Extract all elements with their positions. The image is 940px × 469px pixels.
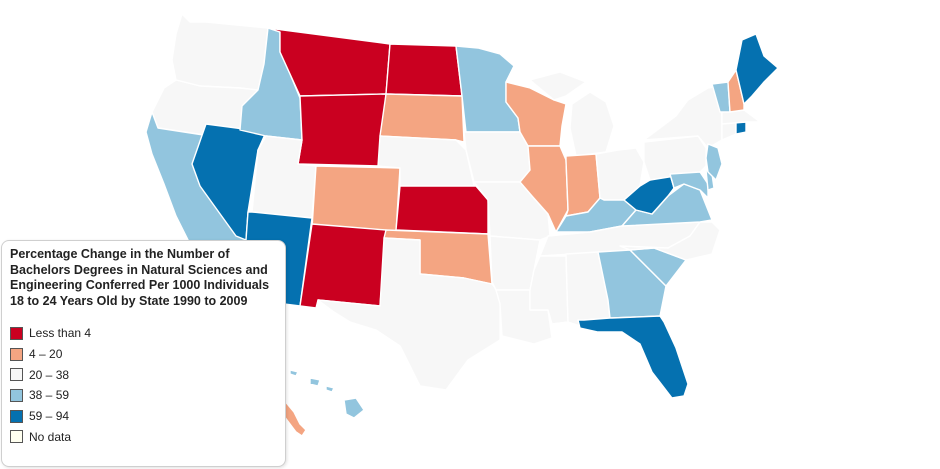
- legend-item[interactable]: 38 – 59: [10, 385, 277, 406]
- state-kansas[interactable]: [395, 185, 489, 235]
- state-washington[interactable]: [171, 13, 269, 91]
- state-north-carolina[interactable]: [619, 221, 721, 261]
- state-new-jersey[interactable]: [705, 143, 723, 181]
- state-maine[interactable]: [735, 33, 779, 105]
- state-connecticut[interactable]: [721, 121, 737, 141]
- legend-swatch: [10, 368, 23, 382]
- state-new-hampshire[interactable]: [727, 69, 745, 113]
- state-illinois[interactable]: [519, 145, 569, 233]
- state-texas[interactable]: [317, 237, 501, 391]
- state-maryland[interactable]: [669, 171, 709, 199]
- legend-items: Less than 4 4 – 20 20 – 38 38 – 59 59 – 94 No…: [10, 323, 277, 447]
- legend-item[interactable]: No data: [10, 426, 277, 447]
- legend-swatch: [10, 388, 23, 402]
- legend-label: 4 – 20: [29, 347, 63, 362]
- legend-label: Less than 4: [29, 326, 92, 341]
- state-michigan[interactable]: [529, 71, 615, 157]
- state-iowa[interactable]: [463, 131, 531, 183]
- state-colorado[interactable]: [311, 165, 401, 233]
- map-legend: Percentage Change in the Number of Bache…: [1, 240, 286, 467]
- legend-swatch: [10, 326, 23, 340]
- legend-swatch: [10, 347, 23, 361]
- legend-label: 59 – 94: [29, 409, 70, 424]
- state-florida[interactable]: [577, 315, 689, 399]
- state-new-mexico[interactable]: [299, 223, 387, 309]
- legend-title: Percentage Change in the Number of Bache…: [10, 247, 270, 308]
- legend-item[interactable]: 59 – 94: [10, 406, 277, 427]
- legend-swatch: [10, 430, 23, 444]
- state-wyoming[interactable]: [297, 93, 387, 167]
- state-hawaii[interactable]: [289, 369, 365, 419]
- legend-label: No data: [29, 429, 72, 444]
- state-south-dakota[interactable]: [379, 93, 465, 143]
- legend-swatch: [10, 409, 23, 423]
- legend-label: 38 – 59: [29, 388, 70, 403]
- state-alaska[interactable]: [283, 399, 307, 437]
- state-north-dakota[interactable]: [385, 43, 463, 97]
- legend-item[interactable]: 20 – 38: [10, 364, 277, 385]
- legend-item[interactable]: Less than 4: [10, 323, 277, 344]
- state-rhode-island[interactable]: [735, 121, 747, 135]
- legend-item[interactable]: 4 – 20: [10, 344, 277, 365]
- legend-label: 20 – 38: [29, 367, 70, 382]
